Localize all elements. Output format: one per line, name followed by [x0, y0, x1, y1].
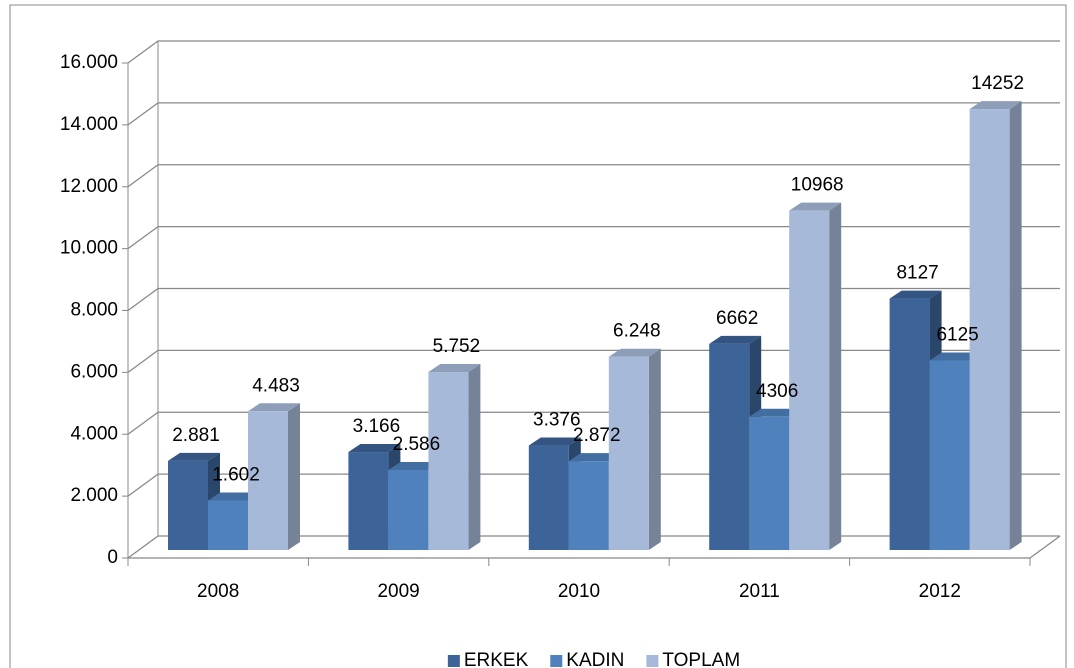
value-label: 2.586 — [393, 434, 441, 455]
legend-label: ERKEK — [464, 650, 529, 668]
value-label: 8127 — [896, 263, 938, 284]
bar-top — [709, 335, 762, 344]
y-tick-label: 0 — [107, 547, 118, 568]
y-tick-label: 10.000 — [60, 238, 118, 259]
y-tick-label: 2.000 — [70, 485, 118, 506]
value-label: 6.248 — [613, 321, 661, 342]
value-label: 10968 — [791, 175, 844, 196]
bar-top — [568, 453, 621, 462]
value-label: 2.872 — [573, 425, 621, 446]
bar — [208, 500, 248, 550]
grid-line — [127, 287, 1060, 312]
x-tick-label: 2011 — [739, 581, 780, 602]
bar-group — [428, 364, 481, 550]
bar-top — [428, 364, 481, 373]
bar-top — [348, 444, 401, 453]
grid-line — [127, 102, 1060, 126]
legend-swatch — [447, 655, 460, 667]
bar-top — [749, 408, 802, 417]
value-label: 2.881 — [172, 425, 220, 446]
value-label: 6662 — [716, 308, 758, 329]
value-label: 6125 — [936, 325, 978, 346]
x-tick-label: 2010 — [558, 581, 600, 602]
x-tick-label: 2009 — [377, 581, 419, 602]
bar — [749, 416, 790, 550]
value-label: 5.752 — [433, 336, 481, 357]
value-label: 14252 — [971, 73, 1024, 94]
bar — [248, 411, 288, 550]
bar-top — [528, 437, 581, 446]
y-tick-label: 6.000 — [70, 361, 118, 382]
bar — [348, 452, 389, 550]
legend-label: TOPLAM — [662, 650, 740, 668]
bar — [168, 460, 208, 550]
bar-top — [889, 290, 942, 299]
legend-item: TOPLAM — [646, 650, 740, 668]
bar — [608, 356, 649, 550]
bar-top — [248, 403, 300, 412]
y-tick-label: 16.000 — [60, 52, 118, 73]
bar-group — [969, 101, 1022, 551]
bar — [388, 469, 429, 550]
bar — [568, 461, 609, 550]
y-tick-label: 8.000 — [70, 300, 118, 321]
grid-line — [127, 225, 1060, 250]
bar-top — [969, 101, 1022, 110]
legend-item: KADIN — [550, 650, 624, 668]
bar-side — [829, 202, 842, 551]
bar-side — [1009, 101, 1022, 551]
grid-line — [127, 164, 1060, 188]
bar — [428, 372, 469, 550]
bar-top — [608, 348, 661, 357]
value-label: 1.602 — [212, 464, 260, 485]
bar-group — [789, 202, 842, 551]
value-label: 3.166 — [353, 416, 401, 437]
legend-label: KADIN — [566, 650, 624, 668]
bar-top — [168, 452, 220, 461]
value-label: 4306 — [756, 381, 798, 402]
bar-side — [288, 403, 300, 550]
legend-swatch — [646, 655, 659, 667]
bar — [889, 298, 930, 550]
bar — [789, 210, 830, 551]
bar — [969, 109, 1010, 551]
x-tick-label: 2012 — [919, 581, 961, 602]
bar — [528, 445, 569, 550]
bar — [929, 360, 970, 550]
y-tick-label: 12.000 — [60, 176, 118, 197]
value-label: 3.376 — [533, 410, 581, 431]
y-tick-label: 4.000 — [70, 423, 118, 444]
bar-top — [208, 492, 260, 501]
bar-group — [248, 403, 300, 550]
bar-top — [789, 202, 842, 211]
bar-side — [468, 364, 481, 550]
bar — [709, 343, 750, 550]
bar-top — [388, 461, 441, 470]
value-label: 4.483 — [252, 375, 300, 396]
x-tick-label: 2008 — [197, 581, 239, 602]
bar-side — [648, 348, 661, 550]
bar-top — [929, 352, 982, 361]
legend-item: ERKEK — [447, 650, 529, 668]
y-tick-label: 14.000 — [60, 114, 118, 135]
grid-line — [127, 40, 1060, 64]
bar-group — [608, 348, 661, 550]
legend-swatch — [550, 655, 563, 667]
